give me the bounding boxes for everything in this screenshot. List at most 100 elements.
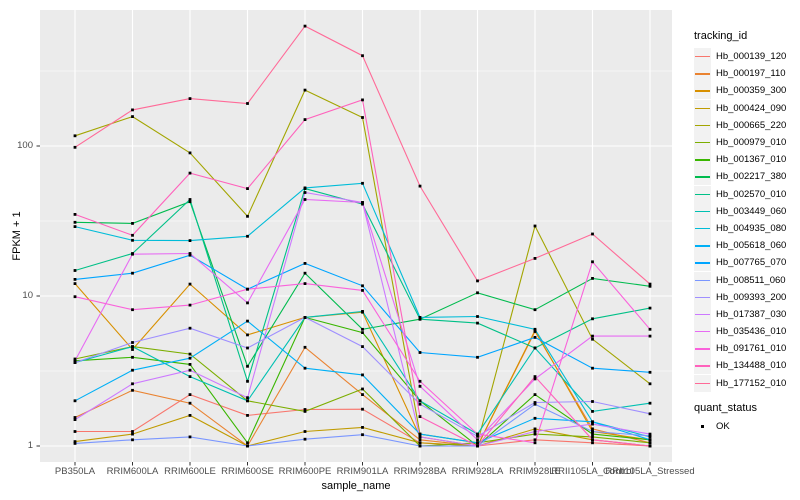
data-point-marker [591, 432, 594, 436]
data-point-marker [188, 363, 192, 366]
data-point-marker [73, 357, 77, 361]
data-point-marker [131, 345, 134, 348]
data-point-marker [533, 402, 537, 406]
data-point-marker [648, 434, 652, 438]
data-point-marker [73, 282, 77, 285]
legend-item: Hb_000139_120 [694, 48, 798, 66]
data-point-marker [131, 368, 134, 372]
legend-key-swatch [694, 219, 711, 237]
data-point-marker [591, 438, 594, 442]
data-point-marker [303, 316, 307, 319]
x-tick-label: RRIM600LE [164, 466, 216, 477]
series-points [73, 253, 652, 374]
legend-item: Hb_000979_010 [694, 134, 798, 152]
data-point-marker [533, 393, 537, 396]
data-point-marker [246, 287, 249, 291]
y-axis-title: FPKM + 1 [11, 211, 23, 261]
data-point-marker [591, 366, 594, 370]
data-point-marker [533, 430, 537, 433]
legend-key-line [695, 227, 710, 230]
data-point-marker [246, 441, 249, 445]
data-point-marker [591, 410, 594, 413]
legend-item: Hb_000424_090 [694, 99, 798, 117]
x-tick-label: RRIM901LA [336, 466, 389, 477]
data-point-marker [188, 171, 192, 175]
x-tick-label: PB350LA [54, 466, 96, 477]
legend-item-label: Hb_002570_010 [716, 188, 787, 200]
legend-item: Hb_002570_010 [694, 185, 798, 203]
data-point-marker [73, 278, 77, 281]
data-point-marker [303, 437, 307, 441]
data-point-marker [476, 434, 479, 438]
legend-key-swatch [694, 237, 711, 255]
data-point-marker [131, 355, 134, 359]
data-point-marker [591, 334, 594, 338]
data-point-marker [648, 441, 652, 445]
data-point-marker [591, 277, 594, 280]
legend-item-label: Hb_007765_070 [716, 257, 787, 269]
data-point-marker [361, 373, 364, 377]
legend-item-label: Hb_177152_010 [716, 377, 787, 389]
data-point-marker [361, 181, 364, 185]
data-point-marker [246, 364, 249, 368]
data-point-marker [648, 432, 652, 436]
x-tick-label: RRIM928LA [451, 466, 504, 477]
data-point-marker [188, 368, 192, 372]
data-point-marker [246, 444, 249, 448]
data-point-marker [591, 435, 594, 439]
data-point-marker [648, 401, 652, 405]
legend-item: Hb_091761_010 [694, 340, 798, 358]
data-point-marker [73, 134, 77, 138]
data-point-marker [131, 115, 134, 118]
data-point-marker [73, 213, 77, 216]
legend-item-label: Hb_004935_080 [716, 222, 787, 234]
data-point-marker [246, 379, 249, 383]
legend-item-label: Hb_000979_010 [716, 137, 787, 149]
legend-item-label: Hb_000139_120 [716, 51, 787, 63]
data-point-marker [418, 317, 422, 321]
data-point-marker [361, 98, 364, 102]
legend-key-swatch [694, 340, 711, 358]
legend-item-label: Hb_009393_200 [716, 291, 787, 303]
data-point-marker [303, 408, 307, 411]
data-point-marker [303, 282, 307, 285]
legend-key-swatch [694, 288, 711, 306]
data-point-marker [131, 438, 134, 442]
data-point-marker [246, 319, 249, 323]
data-point-marker [246, 214, 249, 218]
data-point-marker [476, 321, 479, 325]
data-point-marker [188, 97, 192, 100]
data-point-marker [648, 327, 652, 331]
legend-key-swatch [694, 185, 711, 203]
data-point-marker [303, 410, 307, 413]
x-tick-label: RRII105LA_Control [551, 466, 634, 477]
data-point-marker [188, 239, 192, 242]
legend-key-line [695, 296, 710, 299]
data-point-marker [131, 271, 134, 275]
data-point-marker [73, 416, 77, 419]
data-point-marker [476, 438, 479, 442]
series-points [73, 24, 652, 286]
data-point-marker [418, 384, 422, 388]
legend-key-line [695, 210, 710, 213]
data-point-marker [188, 356, 192, 360]
data-point-marker [533, 224, 537, 228]
data-point-marker [73, 430, 77, 433]
legend: tracking_id Hb_000139_120 Hb_000197_110 Hb… [694, 30, 798, 435]
data-point-marker [648, 282, 652, 286]
data-point-marker [648, 444, 652, 448]
data-point-marker [303, 118, 307, 121]
data-point-marker [418, 379, 422, 383]
legend-key-swatch [694, 151, 711, 169]
x-tick-label: RRIM928BA [393, 466, 447, 477]
legend-key-line [695, 245, 710, 247]
legend-key-line [695, 142, 710, 144]
data-point-marker [131, 432, 134, 436]
legend-item: Hb_000665_220 [694, 116, 798, 134]
data-point-marker [73, 361, 77, 364]
x-tick-label: RRII105LA_Stressed [605, 466, 695, 477]
legend-key-swatch [694, 357, 711, 375]
legend-item-label: Hb_000197_110 [716, 68, 786, 80]
data-point-marker [533, 441, 537, 445]
legend-key-swatch [694, 374, 711, 392]
